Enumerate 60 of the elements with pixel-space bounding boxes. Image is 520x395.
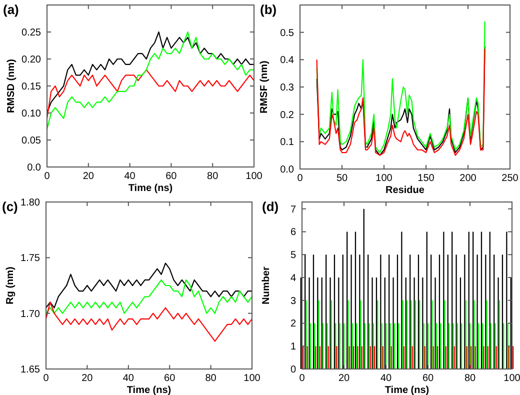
x-tick-label: 250	[502, 173, 519, 184]
y-tick-label: 0.25	[22, 28, 42, 38]
chart-title: (d)	[262, 199, 279, 214]
y-tick-label: 1.70	[20, 308, 40, 320]
chart-title: (a)	[3, 2, 19, 17]
y-tick-label: 0.1	[280, 137, 294, 148]
x-tick-label: 150	[418, 173, 435, 184]
y-axis-title: RMSF (nm)	[259, 60, 270, 114]
x-tick-label: 80	[464, 373, 476, 384]
x-tick-label: 80	[207, 171, 219, 182]
y-tick-label: 5	[290, 250, 296, 262]
y-tick-label: 3	[290, 296, 296, 307]
y-tick-label: 0.5	[280, 28, 294, 39]
x-tick-label: 40	[380, 373, 392, 384]
x-tick-label: 0	[43, 373, 50, 384]
x-tick-label: 80	[205, 373, 217, 384]
x-tick-label: 200	[460, 173, 477, 184]
y-tick-label: 7	[290, 204, 296, 216]
x-tick-label: 20	[338, 373, 350, 384]
y-axis-title: Number	[261, 266, 272, 304]
x-axis-title: Time (ns)	[126, 385, 172, 395]
y-axis-title: Rg (nm)	[5, 266, 16, 304]
y-tick-label: 1.65	[20, 364, 40, 376]
y-tick-label: 6	[290, 227, 296, 238]
y-tick-label: 0.0	[280, 164, 294, 176]
x-tick-label: 60	[422, 373, 434, 384]
y-tick-label: 1.75	[20, 253, 40, 264]
y-tick-label: 1	[290, 342, 296, 353]
x-tick-label: 100	[246, 171, 263, 182]
x-tick-label: 50	[336, 173, 348, 184]
y-tick-label: 0.2	[280, 110, 294, 121]
x-axis-title: Time (ns)	[128, 183, 173, 194]
y-tick-label: 0.4	[280, 55, 294, 66]
x-tick-label: 40	[122, 373, 134, 384]
x-tick-label: 60	[164, 373, 176, 384]
x-tick-label: 0	[299, 373, 306, 384]
x-tick-label: 0	[44, 171, 50, 182]
y-tick-label: 0.20	[22, 54, 42, 66]
y-tick-label: 4	[290, 272, 296, 284]
y-axis-title: RMSD (nm)	[6, 59, 17, 113]
chart-title: (c)	[2, 199, 18, 214]
x-tick-label: 100	[376, 173, 393, 184]
x-axis-title: Time (ns)	[384, 385, 430, 395]
y-tick-label: 2	[290, 318, 296, 330]
y-tick-label: 1.80	[20, 198, 40, 208]
y-tick-label: 0.15	[22, 82, 42, 92]
x-tick-label: 100	[504, 373, 520, 384]
y-tick-label: 0.05	[22, 136, 42, 146]
x-tick-label: 60	[166, 171, 178, 182]
y-tick-label: 0.3	[280, 82, 294, 94]
chart-title: (b)	[260, 2, 277, 17]
y-tick-label: 0.10	[22, 108, 42, 120]
x-tick-label: 20	[82, 373, 94, 384]
x-tick-label: 0	[297, 173, 304, 184]
x-tick-label: 100	[244, 373, 261, 384]
y-tick-label: 0.0	[27, 162, 42, 174]
x-tick-label: 40	[124, 171, 136, 182]
x-axis-title: Residue	[386, 185, 425, 196]
x-tick-label: 20	[82, 171, 94, 182]
y-tick-label: 0	[290, 364, 296, 376]
